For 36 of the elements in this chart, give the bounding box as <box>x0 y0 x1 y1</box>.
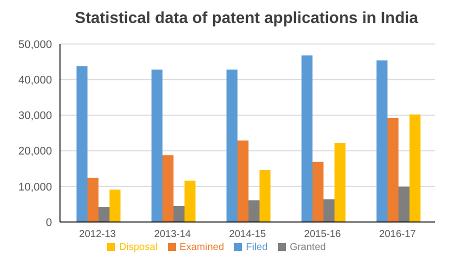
bar <box>410 114 420 222</box>
x-tick-label: 2016-17 <box>379 229 416 240</box>
x-tick-label: 2015-16 <box>304 229 342 240</box>
y-tick-label: 30,000 <box>18 110 52 122</box>
y-tick-label: 0 <box>46 216 52 229</box>
bar <box>248 200 260 222</box>
bar <box>110 190 120 222</box>
bar <box>174 206 184 222</box>
bar <box>98 207 110 222</box>
legend-label: Filed <box>246 242 268 253</box>
bar <box>302 55 312 222</box>
bar <box>88 178 98 222</box>
y-tick-label: 20,000 <box>18 146 52 158</box>
y-tick-label: 50,000 <box>18 38 52 51</box>
bar <box>152 70 162 222</box>
y-tick-label: 10,000 <box>18 181 52 194</box>
bar <box>388 118 398 222</box>
x-tick-label: 2013-14 <box>154 229 192 240</box>
legend-label: Examined <box>180 242 224 253</box>
bar <box>76 66 88 222</box>
x-tick-label: 2014-15 <box>229 229 266 240</box>
bar <box>184 180 196 222</box>
y-tick-label: 40,000 <box>18 74 52 87</box>
chart-title: Statistical data of patent applications in India <box>74 9 420 29</box>
bar <box>398 186 410 222</box>
x-tick-label: 2012-13 <box>79 229 116 240</box>
legend-label: Granted <box>290 242 326 253</box>
bar <box>226 70 238 222</box>
bar <box>334 142 346 222</box>
bar <box>324 199 334 222</box>
bar <box>260 170 270 222</box>
legend-label: Disposal <box>119 242 158 253</box>
bar <box>162 155 174 222</box>
bar <box>376 60 388 222</box>
bar <box>238 140 248 222</box>
bar <box>312 162 324 222</box>
